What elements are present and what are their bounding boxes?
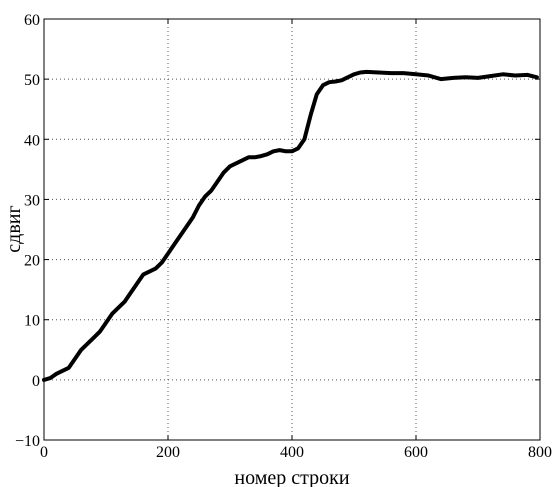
y-tick-label: 50 [24, 72, 40, 89]
grid-lines [44, 19, 540, 440]
x-axis-label: номер строки [234, 467, 349, 487]
y-tick-label: −10 [15, 433, 40, 450]
y-axis-label: сдвиг [3, 205, 25, 252]
plot-frame [43, 18, 541, 441]
x-tick-label: 800 [528, 444, 552, 461]
tick-marks [43, 18, 541, 441]
y-tick-label: 20 [24, 253, 40, 270]
x-tick-label: 0 [40, 444, 48, 461]
y-tick-label: 60 [24, 12, 40, 29]
x-tick-label: 200 [156, 444, 180, 461]
y-tick-label: 0 [32, 373, 40, 390]
y-tick-label: 40 [24, 132, 40, 149]
x-tick-label: 600 [404, 444, 428, 461]
y-tick-labels: 60 50 40 30 20 10 0 −10 [15, 12, 40, 450]
series-line [42, 69, 539, 382]
y-tick-label: 30 [24, 192, 40, 209]
y-tick-label: 10 [24, 313, 40, 330]
x-tick-labels: 0 200 400 600 800 [40, 444, 552, 461]
x-tick-label: 400 [280, 444, 304, 461]
